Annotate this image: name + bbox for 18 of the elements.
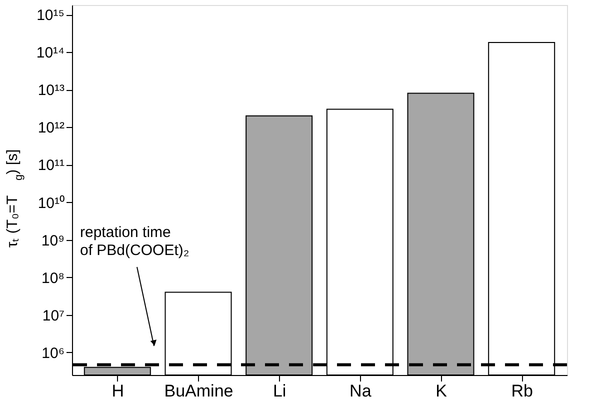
x-tick-label: K	[436, 382, 448, 400]
x-tick-label: Li	[272, 382, 286, 400]
y-tick-label: 10¹³	[38, 82, 64, 100]
y-tick-label: 10¹⁴	[36, 44, 64, 62]
y-tick-label: 10⁹	[41, 232, 64, 250]
y-tick-label: 10¹⁰	[38, 194, 64, 212]
ref-line-label: reptation time of PBd(COOEt)₂	[80, 224, 190, 259]
x-tick-label: BuAmine	[164, 382, 234, 400]
y-tick-label: 10⁸	[41, 270, 64, 287]
y-tick-label: 10⁷	[42, 307, 64, 324]
x-tick-label: Rb	[511, 382, 533, 400]
x-tick-label: Na	[350, 382, 372, 400]
y-tick-label: 10¹²	[38, 120, 64, 137]
y-tick-label: 10¹⁵	[36, 7, 64, 24]
y-axis-title: τₜ (T₀=Tg) [s]	[4, 149, 25, 248]
y-tick-label: 10⁶	[42, 344, 64, 362]
y-tick-label: 10¹¹	[38, 157, 64, 174]
x-tick-label: H	[112, 382, 124, 400]
